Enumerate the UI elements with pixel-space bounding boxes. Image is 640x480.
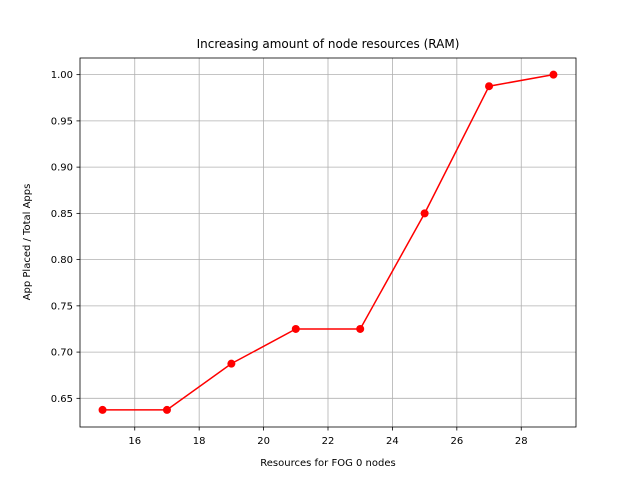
y-tick-label: 0.90	[51, 163, 73, 174]
x-tick-label: 16	[128, 436, 141, 447]
ticks: 16 18 20 22 24 26 28 0.65 0.70 0.75 0.80 0.85 0.90 0.…	[51, 70, 528, 447]
data-point	[227, 359, 236, 368]
chart-title: Increasing amount of node resources (RAM…	[197, 37, 460, 51]
x-tick-label: 28	[515, 436, 528, 447]
y-tick-label: 0.80	[51, 255, 73, 266]
data-point	[291, 324, 300, 333]
grid	[80, 58, 576, 427]
y-tick-label: 0.95	[51, 116, 73, 127]
x-tick-label: 20	[257, 436, 270, 447]
y-tick-label: 0.65	[51, 394, 73, 405]
data-point	[162, 405, 171, 414]
series-layer	[98, 70, 558, 414]
x-tick-label: 18	[193, 436, 206, 447]
x-tick-label: 26	[450, 436, 463, 447]
y-tick-label: 0.75	[51, 301, 73, 312]
data-point	[420, 209, 429, 218]
data-point	[356, 324, 365, 333]
series-line	[102, 73, 554, 411]
data-point	[549, 70, 558, 79]
y-axis-label: App Placed / Total Apps	[22, 184, 33, 301]
y-tick-label: 1.00	[51, 70, 73, 81]
y-tick-label: 0.70	[51, 348, 73, 359]
y-tick-label: 0.85	[51, 209, 73, 220]
data-point	[98, 405, 107, 414]
x-axis-label: Resources for FOG 0 nodes	[260, 458, 395, 469]
x-tick-label: 22	[322, 436, 335, 447]
data-point	[485, 82, 494, 91]
x-tick-label: 24	[386, 436, 399, 447]
